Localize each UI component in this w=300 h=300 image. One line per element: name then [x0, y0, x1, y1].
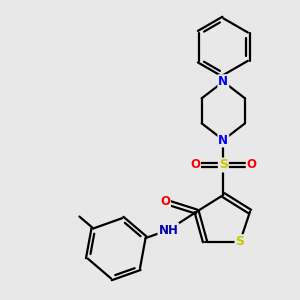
- Text: O: O: [247, 158, 257, 172]
- Text: O: O: [160, 195, 170, 208]
- Text: NH: NH: [158, 224, 178, 236]
- Text: S: S: [219, 158, 228, 172]
- Text: N: N: [218, 75, 228, 88]
- Text: O: O: [190, 158, 200, 172]
- Text: S: S: [236, 235, 244, 248]
- Text: N: N: [218, 134, 228, 146]
